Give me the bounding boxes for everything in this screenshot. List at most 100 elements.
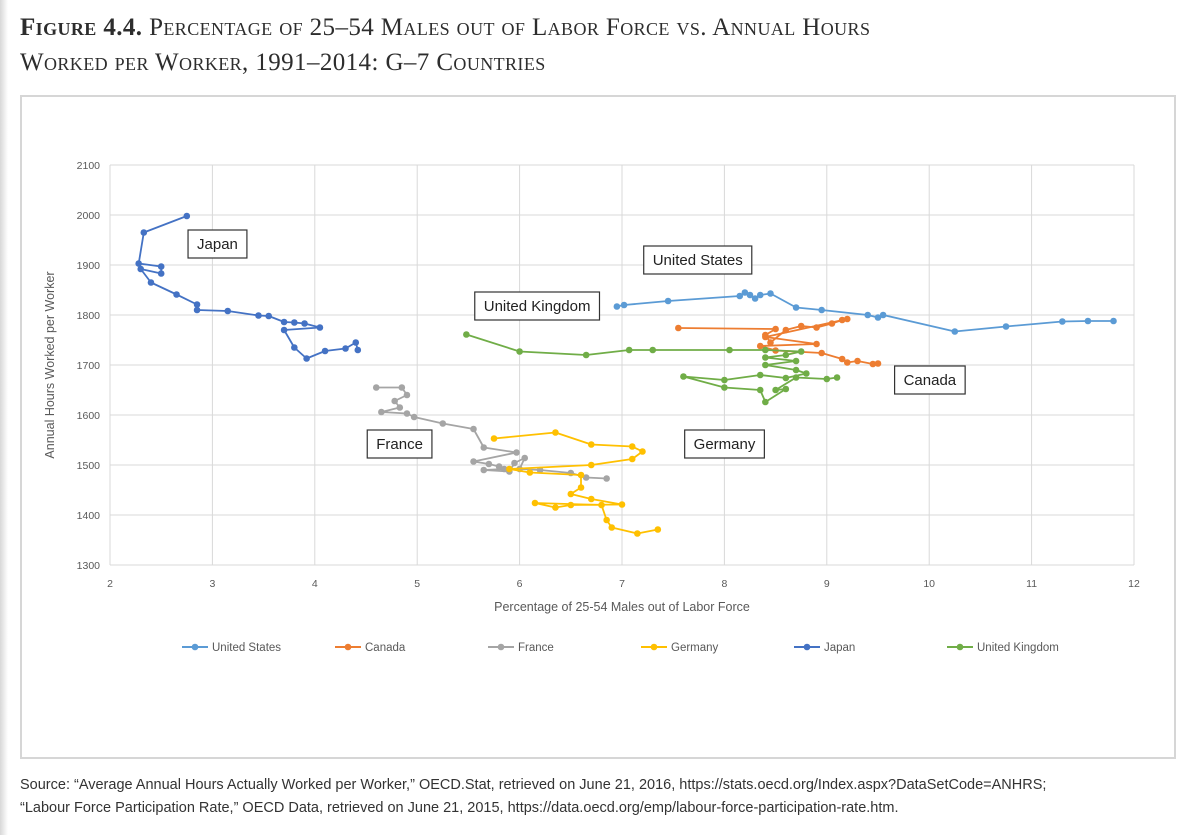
data-point bbox=[797, 322, 805, 330]
legend-swatch-marker bbox=[650, 643, 658, 651]
data-point bbox=[782, 374, 790, 382]
data-point bbox=[664, 297, 672, 305]
data-point bbox=[833, 374, 841, 381]
data-point bbox=[147, 279, 155, 286]
series-callout-box bbox=[474, 291, 601, 321]
data-point bbox=[173, 291, 180, 298]
data-point bbox=[823, 375, 831, 383]
data-point bbox=[762, 333, 769, 341]
data-point bbox=[721, 384, 728, 391]
data-point bbox=[470, 425, 477, 433]
series-callout-label: France bbox=[376, 436, 423, 453]
data-point bbox=[843, 315, 851, 323]
data-point bbox=[838, 355, 846, 363]
data-point bbox=[587, 461, 595, 469]
x-tick-label: 10 bbox=[923, 578, 935, 590]
data-point bbox=[183, 212, 191, 220]
data-point bbox=[628, 455, 636, 463]
data-point bbox=[736, 292, 744, 300]
data-point bbox=[463, 331, 470, 338]
data-point bbox=[874, 314, 882, 321]
data-point bbox=[864, 311, 872, 319]
data-point bbox=[843, 359, 851, 366]
data-point bbox=[567, 501, 575, 509]
series-callout-box bbox=[893, 365, 966, 395]
data-point bbox=[480, 444, 488, 451]
data-point bbox=[598, 501, 605, 509]
data-point bbox=[951, 328, 959, 335]
data-point bbox=[828, 320, 836, 327]
data-point bbox=[157, 263, 165, 270]
data-point bbox=[675, 324, 682, 332]
series-callout-box bbox=[187, 229, 248, 259]
legend-label: France bbox=[518, 642, 554, 654]
series-callout-box bbox=[684, 429, 765, 459]
data-point bbox=[792, 366, 800, 374]
data-point bbox=[552, 504, 559, 511]
y-tick-label: 2100 bbox=[77, 160, 101, 172]
data-point bbox=[1110, 317, 1117, 325]
data-point bbox=[746, 291, 754, 299]
data-point bbox=[603, 475, 610, 482]
data-point bbox=[649, 346, 657, 354]
data-point bbox=[224, 307, 232, 315]
x-tick-label: 3 bbox=[209, 578, 215, 590]
y-tick-label: 1800 bbox=[77, 310, 101, 322]
data-point bbox=[772, 325, 779, 333]
legend-label: Canada bbox=[365, 642, 406, 654]
data-point bbox=[135, 260, 142, 267]
data-point bbox=[792, 374, 800, 381]
y-tick-label: 1500 bbox=[77, 460, 101, 472]
data-point bbox=[531, 499, 539, 507]
data-point bbox=[495, 463, 503, 470]
data-point bbox=[854, 357, 861, 365]
data-point bbox=[513, 449, 520, 456]
chart-frame: 2 3 4 5 6 7 8 9 10 11 12 1300 1400 1500 1600 1700 1800 19… bbox=[20, 95, 1176, 759]
data-point bbox=[874, 360, 882, 367]
legend-swatch-marker bbox=[191, 643, 199, 651]
series-line bbox=[678, 318, 879, 365]
series-line bbox=[466, 333, 838, 403]
series-callout-label: Germany bbox=[694, 436, 756, 453]
data-point bbox=[628, 443, 636, 450]
data-point bbox=[1002, 323, 1010, 330]
data-point bbox=[480, 466, 488, 474]
y-tick-label: 2000 bbox=[77, 210, 101, 222]
data-point bbox=[762, 361, 769, 369]
data-point bbox=[403, 391, 411, 399]
data-point bbox=[291, 319, 298, 326]
data-point bbox=[818, 306, 825, 314]
source-note: Source: “Average Annual Hours Actually W… bbox=[20, 774, 1190, 820]
data-point bbox=[140, 229, 148, 236]
series-line bbox=[493, 431, 658, 535]
data-point bbox=[608, 524, 616, 531]
data-point bbox=[265, 312, 273, 320]
data-point bbox=[193, 306, 201, 314]
data-point bbox=[797, 348, 805, 355]
legend-swatch-marker bbox=[803, 643, 811, 651]
data-point bbox=[577, 484, 585, 491]
data-point bbox=[301, 320, 308, 327]
data-point bbox=[321, 347, 329, 355]
x-axis-title: Percentage of 25-54 Males out of Labor F… bbox=[494, 600, 750, 614]
series-callout-label: Canada bbox=[904, 372, 957, 389]
page-edge-shadow bbox=[0, 0, 8, 835]
legend-label: United Kingdom bbox=[977, 642, 1059, 654]
series-callout-label: United Kingdom bbox=[484, 298, 591, 315]
data-point bbox=[500, 465, 508, 473]
data-point bbox=[726, 346, 733, 354]
y-tick-label: 1700 bbox=[77, 360, 101, 372]
data-point bbox=[391, 397, 398, 405]
legend-swatch-marker bbox=[344, 643, 352, 651]
data-point bbox=[767, 290, 774, 297]
data-point bbox=[751, 295, 759, 302]
data-point bbox=[625, 346, 633, 354]
data-point bbox=[352, 339, 360, 346]
figure-number: Figure 4.4. bbox=[20, 14, 143, 41]
series-line bbox=[137, 215, 359, 360]
legend-swatch-marker bbox=[956, 643, 964, 651]
data-point bbox=[526, 469, 534, 476]
data-point bbox=[782, 351, 790, 359]
data-point bbox=[721, 376, 728, 384]
data-point bbox=[398, 384, 406, 391]
